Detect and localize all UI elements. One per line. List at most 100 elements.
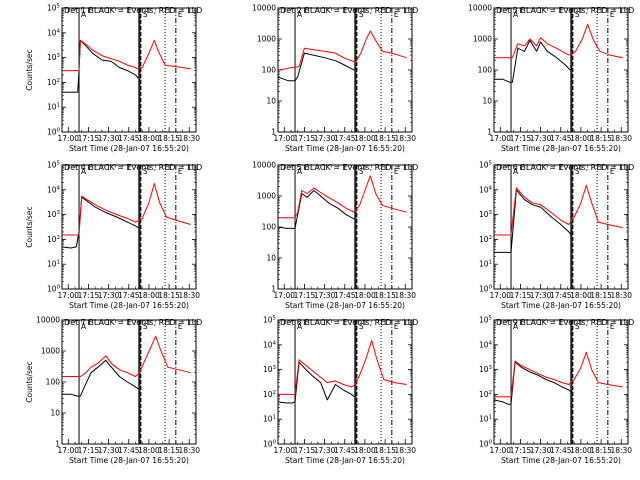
detector-panel-7: Det 7 BLACK = Events, RED = LLD Counts/se… (25, 316, 202, 466)
detector-panel-6: Det 6 BLACK = Events, RED = LLD Start Tim… (479, 161, 634, 311)
x-tick-label: 18:00 (354, 291, 376, 300)
x-tick-label: 18:15 (590, 291, 612, 300)
y-tick-label: 1000 (473, 35, 492, 44)
x-tick-label: 17:45 (118, 446, 140, 455)
time-marker-letter: A (81, 10, 87, 19)
panel-title: Det 8 BLACK = Events, RED = LLD (280, 318, 418, 327)
panel-title: Det 1 BLACK = Events, RED = LLD (64, 6, 202, 15)
x-tick-label: 18:00 (570, 446, 592, 455)
y-tick-label: 10000 (468, 4, 492, 13)
time-marker-letter: A (513, 167, 519, 176)
x-tick-label: 17:30 (530, 446, 552, 455)
lld-series-line (277, 30, 407, 71)
x-axis-label: Start Time (28-Jan-07 16:55:20) (69, 301, 189, 310)
y-tick-label: 1000 (257, 192, 276, 201)
x-tick-label: 18:15 (158, 134, 180, 143)
x-tick-label: 17:00 (489, 446, 511, 455)
time-marker-letter: A (81, 322, 87, 331)
time-marker-letter: E (610, 322, 615, 331)
x-tick-label: 17:45 (334, 291, 356, 300)
y-tick-label: 10 (50, 409, 60, 418)
panel-title: Det 2 BLACK = Events, RED = LLD (280, 6, 418, 15)
y-tick-label: 100 (47, 128, 61, 137)
time-marker-letter: E (610, 167, 615, 176)
y-tick-label: 10 (266, 254, 276, 263)
y-tick-label: 10 (266, 97, 276, 106)
y-tick-label: 105 (479, 161, 493, 170)
y-tick-label: 1 (487, 128, 492, 137)
x-tick-label: 17:30 (314, 291, 336, 300)
x-tick-label: 18:30 (610, 134, 632, 143)
y-tick-label: 104 (47, 185, 61, 194)
y-tick-label: 102 (479, 235, 492, 244)
time-marker-letter: E (610, 10, 615, 19)
y-tick-label: 1 (271, 128, 276, 137)
x-axis-label: Start Time (28-Jan-07 16:55:20) (69, 456, 189, 465)
y-tick-label: 100 (262, 66, 277, 75)
panel-title: Det 6 BLACK = Events, RED = LLD (496, 163, 634, 172)
x-tick-label: 17:30 (530, 134, 552, 143)
time-marker-letter: E (394, 167, 399, 176)
panel-title: Det 7 BLACK = Events, RED = LLD (64, 318, 202, 327)
time-marker-letter: E (394, 10, 399, 19)
x-tick-label: 17:30 (314, 446, 336, 455)
x-tick-label: 18:00 (138, 291, 160, 300)
y-tick-label: 105 (47, 161, 61, 170)
time-marker-letter: S (143, 322, 148, 331)
x-tick-label: 18:00 (138, 446, 160, 455)
time-marker-letter: S (575, 10, 580, 19)
x-axis-label: Start Time (28-Jan-07 16:55:20) (501, 301, 621, 310)
y-tick-label: 101 (479, 260, 492, 269)
y-axis-label: Counts/sec (25, 361, 34, 402)
lld-series-line (493, 23, 623, 59)
detector-panel-9: Det 9 BLACK = Events, RED = LLD Start Tim… (479, 316, 634, 466)
x-axis-label: Start Time (28-Jan-07 16:55:20) (69, 144, 189, 153)
y-tick-label: 103 (479, 365, 493, 374)
x-tick-label: 17:00 (489, 134, 511, 143)
y-tick-label: 100 (263, 440, 277, 449)
x-tick-label: 18:30 (178, 446, 200, 455)
x-tick-label: 18:30 (394, 291, 416, 300)
x-tick-label: 17:00 (273, 446, 295, 455)
x-tick-label: 17:00 (273, 291, 295, 300)
events-series-line (277, 52, 355, 82)
x-tick-label: 17:15 (78, 446, 100, 455)
time-marker-letter: E (178, 322, 183, 331)
x-tick-label: 18:30 (178, 134, 200, 143)
x-tick-label: 17:30 (530, 291, 552, 300)
detector-panel-5: Det 5 BLACK = Events, RED = LLD Start Tim… (252, 161, 418, 311)
x-tick-label: 18:15 (590, 134, 612, 143)
y-tick-label: 102 (479, 390, 492, 399)
x-tick-label: 18:30 (610, 291, 632, 300)
x-tick-label: 18:00 (138, 134, 160, 143)
x-tick-label: 18:15 (590, 446, 612, 455)
y-tick-label: 103 (47, 210, 61, 219)
x-tick-label: 17:15 (510, 446, 532, 455)
detector-panel-3: Det 3 BLACK = Events, RED = LLD Start Tim… (468, 4, 634, 154)
y-tick-label: 10000 (36, 316, 60, 325)
y-tick-label: 102 (47, 78, 60, 87)
x-axis-label: Start Time (28-Jan-07 16:55:20) (501, 144, 621, 153)
time-marker-letter: S (359, 322, 364, 331)
events-series-line (61, 359, 139, 397)
y-tick-label: 104 (47, 28, 61, 37)
time-marker-letter: A (297, 10, 303, 19)
detector-panel-8: Det 8 BLACK = Events, RED = LLD Start Tim… (263, 316, 418, 466)
y-tick-label: 100 (262, 223, 277, 232)
y-tick-label: 1 (55, 440, 60, 449)
x-tick-label: 17:45 (550, 134, 572, 143)
y-tick-label: 10000 (252, 4, 276, 13)
y-tick-label: 105 (47, 4, 61, 13)
time-marker-letter: E (394, 322, 399, 331)
time-marker-letter: E (178, 167, 183, 176)
x-tick-label: 17:45 (118, 291, 140, 300)
y-tick-label: 105 (263, 316, 277, 325)
x-tick-label: 18:30 (394, 446, 416, 455)
x-tick-label: 18:30 (394, 134, 416, 143)
y-tick-label: 101 (263, 415, 276, 424)
time-marker-letter: S (575, 322, 580, 331)
events-series-line (493, 361, 572, 405)
x-tick-label: 18:15 (374, 446, 396, 455)
time-marker-letter: S (359, 10, 364, 19)
time-marker-letter: A (81, 167, 87, 176)
